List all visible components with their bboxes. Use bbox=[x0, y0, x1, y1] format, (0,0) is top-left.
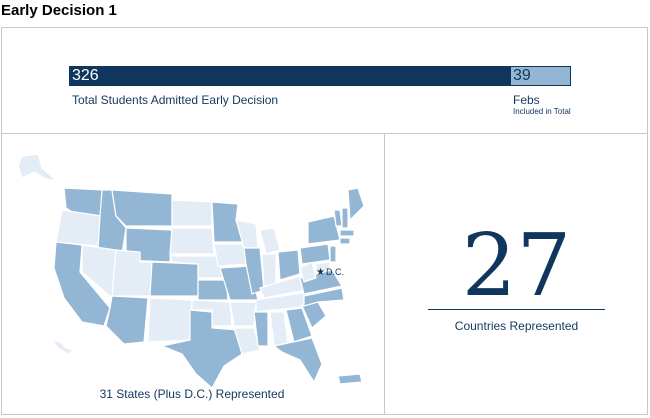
state-vt bbox=[333, 209, 343, 227]
bar-febs-value: 39 bbox=[513, 67, 531, 84]
page-title: Early Decision 1 bbox=[1, 2, 117, 19]
state-sd bbox=[169, 227, 215, 255]
state-al bbox=[269, 311, 289, 347]
state-ar bbox=[229, 301, 257, 327]
state-ia bbox=[213, 243, 249, 267]
bar-admitted-label: Total Students Admitted Early Decision bbox=[72, 93, 279, 107]
map-caption: 31 States (Plus D.C.) Represented bbox=[99, 387, 285, 401]
state-nj bbox=[329, 245, 337, 263]
state-me bbox=[347, 187, 365, 222]
state-md bbox=[315, 261, 331, 273]
state-ms bbox=[253, 311, 269, 347]
state-ca bbox=[53, 241, 111, 327]
state-il bbox=[243, 247, 265, 295]
state-nh bbox=[341, 207, 349, 229]
state-mi bbox=[259, 227, 281, 255]
countries-label: Countries Represented bbox=[454, 319, 579, 333]
state-oh bbox=[277, 249, 301, 281]
state-la bbox=[233, 327, 261, 355]
horizontal-divider bbox=[1, 133, 648, 134]
state-ak bbox=[17, 153, 58, 181]
state-ga bbox=[285, 307, 313, 343]
us-map: ★ D.C. bbox=[17, 153, 365, 389]
state-hi bbox=[50, 339, 76, 355]
dc-star-icon: ★ bbox=[316, 267, 325, 278]
state-wv bbox=[299, 261, 317, 283]
bar-febs-label: Febs bbox=[513, 93, 540, 107]
state-or bbox=[55, 209, 103, 247]
state-ma bbox=[339, 229, 355, 237]
countries-rule bbox=[428, 309, 605, 310]
dc-label: D.C. bbox=[326, 267, 344, 277]
state-nm bbox=[147, 297, 193, 343]
state-co bbox=[149, 261, 199, 297]
state-in bbox=[261, 253, 277, 289]
content-frame bbox=[1, 27, 648, 415]
countries-count: 27 bbox=[461, 216, 572, 316]
state-pa bbox=[299, 243, 331, 265]
state-mt bbox=[111, 189, 173, 227]
state-nc bbox=[303, 287, 345, 307]
state-fl bbox=[272, 337, 323, 384]
bar-febs: 39 bbox=[510, 66, 571, 86]
bar-febs-sublabel: Included in Total bbox=[513, 107, 571, 116]
state-ct bbox=[339, 237, 351, 245]
territory-pr bbox=[337, 373, 363, 385]
bar-admitted: 326 bbox=[69, 66, 510, 86]
vertical-divider bbox=[384, 133, 385, 415]
state-ks bbox=[197, 279, 229, 301]
bar-admitted-value: 326 bbox=[72, 67, 99, 84]
state-nd bbox=[171, 199, 213, 227]
state-az bbox=[105, 295, 149, 345]
state-tx bbox=[159, 309, 243, 389]
